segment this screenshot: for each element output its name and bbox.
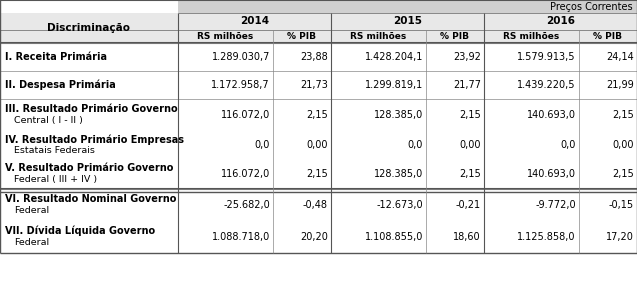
Bar	[426, 30, 484, 43]
Bar	[331, 30, 426, 43]
Bar	[273, 30, 331, 43]
Text: 2,15: 2,15	[612, 169, 634, 179]
Text: V. Resultado Primário Governo: V. Resultado Primário Governo	[5, 163, 173, 173]
Text: 2016: 2016	[546, 16, 575, 26]
Text: % PIB: % PIB	[287, 32, 317, 41]
Text: 2015: 2015	[393, 16, 422, 26]
Text: RS milhões: RS milhões	[197, 32, 254, 41]
Text: 2,15: 2,15	[306, 110, 328, 120]
Text: -0,21: -0,21	[456, 200, 481, 210]
Bar	[484, 13, 637, 30]
Text: 0,0: 0,0	[561, 140, 576, 150]
Text: 140.693,0: 140.693,0	[527, 169, 576, 179]
Text: -9.772,0: -9.772,0	[535, 200, 576, 210]
Text: 0,0: 0,0	[255, 140, 270, 150]
Text: 0,0: 0,0	[408, 140, 423, 150]
Text: 1.289.030,7: 1.289.030,7	[211, 52, 270, 62]
Text: -0,15: -0,15	[609, 200, 634, 210]
Text: -12.673,0: -12.673,0	[376, 200, 423, 210]
Text: % PIB: % PIB	[440, 32, 469, 41]
Text: -25.682,0: -25.682,0	[223, 200, 270, 210]
Text: 17,20: 17,20	[606, 232, 634, 242]
Text: 2,15: 2,15	[459, 169, 481, 179]
Text: Federal: Federal	[14, 238, 49, 247]
Text: 2014: 2014	[240, 16, 269, 26]
Text: 128.385,0: 128.385,0	[374, 169, 423, 179]
Text: 116.072,0: 116.072,0	[220, 110, 270, 120]
Text: 0,00: 0,00	[613, 140, 634, 150]
Text: 24,14: 24,14	[606, 52, 634, 62]
Text: 21,77: 21,77	[453, 80, 481, 90]
Text: 128.385,0: 128.385,0	[374, 110, 423, 120]
Bar	[178, 30, 273, 43]
Text: Federal ( III + IV ): Federal ( III + IV )	[14, 175, 97, 184]
Text: IV. Resultado Primário Empresas: IV. Resultado Primário Empresas	[5, 134, 184, 145]
Text: 21,73: 21,73	[300, 80, 328, 90]
Text: III. Resultado Primário Governo: III. Resultado Primário Governo	[5, 104, 178, 114]
Text: 23,92: 23,92	[453, 52, 481, 62]
Text: RS milhões: RS milhões	[503, 32, 559, 41]
Bar	[178, 0, 637, 13]
Bar	[178, 13, 331, 30]
Text: -0,48: -0,48	[303, 200, 328, 210]
Text: 1.579.913,5: 1.579.913,5	[517, 52, 576, 62]
Text: 23,88: 23,88	[300, 52, 328, 62]
Text: 1.108.855,0: 1.108.855,0	[364, 232, 423, 242]
Text: 2,15: 2,15	[612, 110, 634, 120]
Text: 1.428.204,1: 1.428.204,1	[364, 52, 423, 62]
Text: 2,15: 2,15	[306, 169, 328, 179]
Text: 1.299.819,1: 1.299.819,1	[364, 80, 423, 90]
Bar	[331, 13, 484, 30]
Text: II. Despesa Primária: II. Despesa Primária	[5, 80, 116, 90]
Text: 140.693,0: 140.693,0	[527, 110, 576, 120]
Text: RS milhões: RS milhões	[350, 32, 406, 41]
Text: VII. Dívida Líquida Governo: VII. Dívida Líquida Governo	[5, 225, 155, 236]
Text: I. Receita Primária: I. Receita Primária	[5, 52, 107, 62]
Text: 2,15: 2,15	[459, 110, 481, 120]
Text: 20,20: 20,20	[300, 232, 328, 242]
Text: VI. Resultado Nominal Governo: VI. Resultado Nominal Governo	[5, 194, 176, 204]
Text: Estatais Federais: Estatais Federais	[14, 146, 95, 154]
Text: % PIB: % PIB	[594, 32, 622, 41]
Text: 116.072,0: 116.072,0	[220, 169, 270, 179]
Text: 0,00: 0,00	[459, 140, 481, 150]
Text: 1.439.220,5: 1.439.220,5	[517, 80, 576, 90]
Bar	[579, 30, 637, 43]
Text: Central ( I - II ): Central ( I - II )	[14, 116, 83, 125]
Bar	[0, 13, 178, 43]
Text: Federal: Federal	[14, 206, 49, 215]
Bar	[484, 30, 579, 43]
Text: 1.172.958,7: 1.172.958,7	[211, 80, 270, 90]
Text: 21,99: 21,99	[606, 80, 634, 90]
Text: 0,00: 0,00	[306, 140, 328, 150]
Text: 1.088.718,0: 1.088.718,0	[211, 232, 270, 242]
Text: 18,60: 18,60	[454, 232, 481, 242]
Text: Discriminação: Discriminação	[48, 23, 131, 33]
Text: 1.125.858,0: 1.125.858,0	[517, 232, 576, 242]
Text: Preços Correntes: Preços Correntes	[550, 2, 633, 12]
